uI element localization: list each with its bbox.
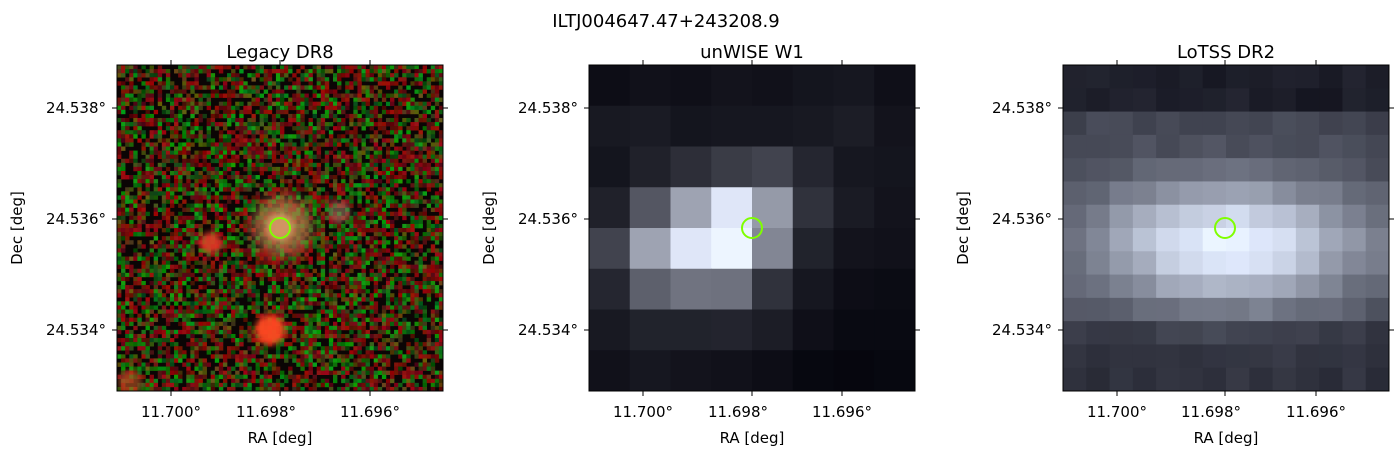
y-tick-label: 24.534°	[518, 321, 578, 339]
y-ticks: 24.538° 24.536° 24.534°	[46, 99, 448, 339]
y-ticks: 24.538° 24.536° 24.534°	[992, 99, 1394, 339]
y-tick-label: 24.534°	[46, 321, 106, 339]
panel-legacy-dr8: Legacy DR8 11.700° 11.698° 11.696° 24.53…	[8, 42, 448, 447]
y-tick-label: 24.536°	[992, 210, 1052, 228]
y-ticks: 24.538° 24.536° 24.534°	[518, 99, 920, 339]
lotss-image	[1063, 65, 1389, 391]
panel-title: Legacy DR8	[226, 42, 333, 63]
y-tick-label: 24.538°	[992, 99, 1052, 117]
y-axis-label: Dec [deg]	[954, 191, 972, 265]
y-tick-label: 24.538°	[46, 99, 106, 117]
y-axis-label: Dec [deg]	[8, 191, 26, 265]
x-axis-label: RA [deg]	[1194, 429, 1259, 447]
panel-title: LoTSS DR2	[1177, 42, 1275, 63]
x-axis-label: RA [deg]	[720, 429, 785, 447]
x-tick-label: 11.700°	[141, 403, 201, 421]
panel-title: unWISE W1	[700, 42, 804, 63]
axes-frame	[1062, 64, 1390, 392]
x-tick-label: 11.698°	[236, 403, 296, 421]
x-tick-label: 11.700°	[613, 403, 673, 421]
x-tick-label: 11.696°	[812, 403, 872, 421]
y-tick-label: 24.536°	[46, 210, 106, 228]
x-ticks: 11.700° 11.698° 11.696°	[613, 60, 872, 421]
figure-title: ILTJ004647.47+243208.9	[552, 11, 779, 32]
y-tick-label: 24.536°	[518, 210, 578, 228]
y-tick-label: 24.538°	[518, 99, 578, 117]
x-tick-label: 11.696°	[340, 403, 400, 421]
x-tick-label: 11.700°	[1087, 403, 1147, 421]
x-ticks: 11.700° 11.698° 11.696°	[1087, 60, 1346, 421]
x-tick-label: 11.696°	[1286, 403, 1346, 421]
x-ticks: 11.700° 11.698° 11.696°	[141, 60, 400, 421]
source-marker	[1214, 217, 1236, 239]
x-tick-label: 11.698°	[708, 403, 768, 421]
x-tick-label: 11.698°	[1181, 403, 1241, 421]
source-marker	[269, 217, 291, 239]
y-axis-label: Dec [deg]	[480, 191, 498, 265]
x-axis-label: RA [deg]	[248, 429, 313, 447]
source-marker	[741, 217, 763, 239]
unwise-image	[589, 65, 915, 391]
panel-unwise-w1: unWISE W1 11.700° 11.698° 11.696° 24.538…	[480, 42, 920, 447]
y-tick-label: 24.534°	[992, 321, 1052, 339]
legacy-image	[117, 65, 443, 391]
panel-lotss-dr2: LoTSS DR2 11.700° 11.698° 11.696° 24.538…	[954, 42, 1394, 447]
